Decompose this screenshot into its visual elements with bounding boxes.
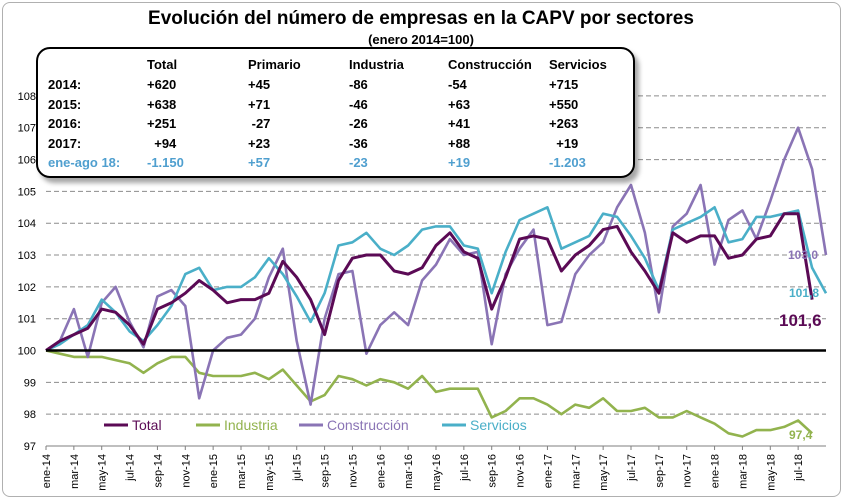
x-tick-label: ene-15	[208, 454, 220, 488]
x-tick-label: jul-17	[626, 454, 638, 482]
x-tick-label: jul-18	[793, 454, 805, 482]
x-tick-label: ene-18	[710, 454, 722, 488]
x-tick-label: nov-15	[347, 454, 359, 488]
x-tick-label: mar-14	[69, 454, 81, 489]
summary-header: Construcción	[448, 57, 532, 72]
summary-row-label: 2016:	[48, 116, 82, 131]
series-line-total	[45, 212, 814, 352]
x-tick-label: mar-18	[737, 454, 749, 489]
x-tick-label: may-14	[97, 454, 109, 491]
chart-subtitle: (enero 2014=100)	[368, 32, 474, 47]
y-tick-label: 108	[18, 91, 36, 103]
y-tick-label: 103	[18, 250, 36, 262]
x-tick-label: may-16	[431, 454, 443, 491]
end-label-construcción: 103,0	[788, 248, 818, 262]
summary-cell: +94	[147, 135, 177, 151]
summary-cell: -26	[349, 116, 368, 131]
legend-label-industria: Industria	[224, 417, 278, 433]
x-tick-label: may-18	[765, 454, 777, 491]
x-tick-label: may-15	[264, 454, 276, 491]
x-tick-label: sep-17	[654, 454, 666, 488]
summary-cell: +57	[248, 155, 271, 170]
x-tick-label: may-17	[598, 454, 610, 491]
summary-table: Total Primario Industria Construcción Servic…	[36, 47, 635, 178]
summary-cell: +23	[248, 135, 271, 151]
summary-row-label: 2014:	[48, 77, 82, 92]
x-tick-label: mar-15	[236, 454, 248, 489]
summary-cell: -86	[349, 77, 368, 92]
chart-title: Evolución del número de empresas en la C…	[148, 8, 694, 29]
summary-cell: -54	[448, 77, 467, 92]
x-tick-label: mar-16	[403, 454, 415, 489]
summary-cell: +19	[549, 135, 579, 151]
summary-cell: +263	[549, 116, 579, 131]
summary-header: Primario	[248, 57, 301, 72]
series-line-industria	[45, 349, 813, 438]
summary-cell: +19	[448, 155, 471, 170]
summary-cell: +88	[448, 135, 471, 151]
x-tick-label: sep-14	[152, 454, 164, 488]
summary-row-label: ene-ago 18:	[48, 155, 121, 170]
summary-cell: +620	[147, 77, 177, 92]
end-label-servicios: 101,8	[789, 286, 819, 300]
x-tick-label: jul-14	[125, 454, 137, 482]
y-tick-label: 102	[18, 282, 36, 294]
y-tick-label: 106	[18, 155, 36, 167]
summary-header: Industria	[349, 57, 404, 72]
y-tick-label: 100	[18, 346, 36, 358]
summary-cell: -27	[248, 116, 271, 131]
summary-header: Servicios	[549, 57, 607, 72]
summary-cell: -1.150	[147, 155, 184, 170]
summary-cell: -46	[349, 96, 368, 112]
x-tick-label: nov-16	[515, 454, 527, 488]
summary-cell: +251	[147, 116, 177, 131]
summary-cell: -1.203	[549, 155, 586, 170]
summary-cell: +638	[147, 96, 177, 112]
summary-cell: +63	[448, 96, 471, 112]
summary-cell: +71	[248, 96, 271, 112]
summary-cell: -36	[349, 135, 368, 151]
summary-row-label: 2015:	[48, 96, 82, 112]
y-tick-label: 97	[24, 441, 36, 453]
end-label-total: 101,6	[779, 311, 822, 330]
summary-row-label: 2017:	[48, 135, 82, 151]
x-tick-label: jul-15	[292, 454, 304, 482]
x-tick-label: nov-17	[682, 454, 694, 488]
y-tick-label: 98	[24, 409, 36, 421]
x-tick-label: ene-14	[41, 454, 53, 488]
x-tick-label: nov-14	[180, 454, 192, 488]
x-tick-label: mar-17	[570, 454, 582, 489]
y-tick-label: 99	[24, 377, 36, 389]
summary-cell: +45	[248, 77, 271, 92]
summary-header: Total	[147, 57, 178, 72]
y-tick-label: 104	[18, 218, 36, 230]
summary-cell: +550	[549, 96, 579, 112]
x-tick-label: jul-16	[459, 454, 471, 482]
summary-cell: +715	[549, 77, 579, 92]
x-tick-label: ene-16	[375, 454, 387, 488]
series-line-servicios	[45, 206, 828, 352]
y-tick-label: 105	[18, 186, 36, 198]
legend-label-servicios: Servicios	[470, 417, 527, 433]
summary-cell: -23	[349, 155, 368, 170]
legend-label-total: Total	[132, 417, 162, 433]
end-label-industria: 97,4	[789, 428, 813, 442]
y-tick-label: 101	[18, 314, 36, 326]
summary-cell: +41	[448, 116, 471, 131]
x-tick-label: sep-16	[487, 454, 499, 488]
x-tick-label: sep-15	[320, 454, 332, 488]
y-tick-label: 107	[18, 123, 36, 135]
x-tick-label: ene-17	[542, 454, 554, 488]
legend-label-construcción: Construcción	[327, 417, 409, 433]
